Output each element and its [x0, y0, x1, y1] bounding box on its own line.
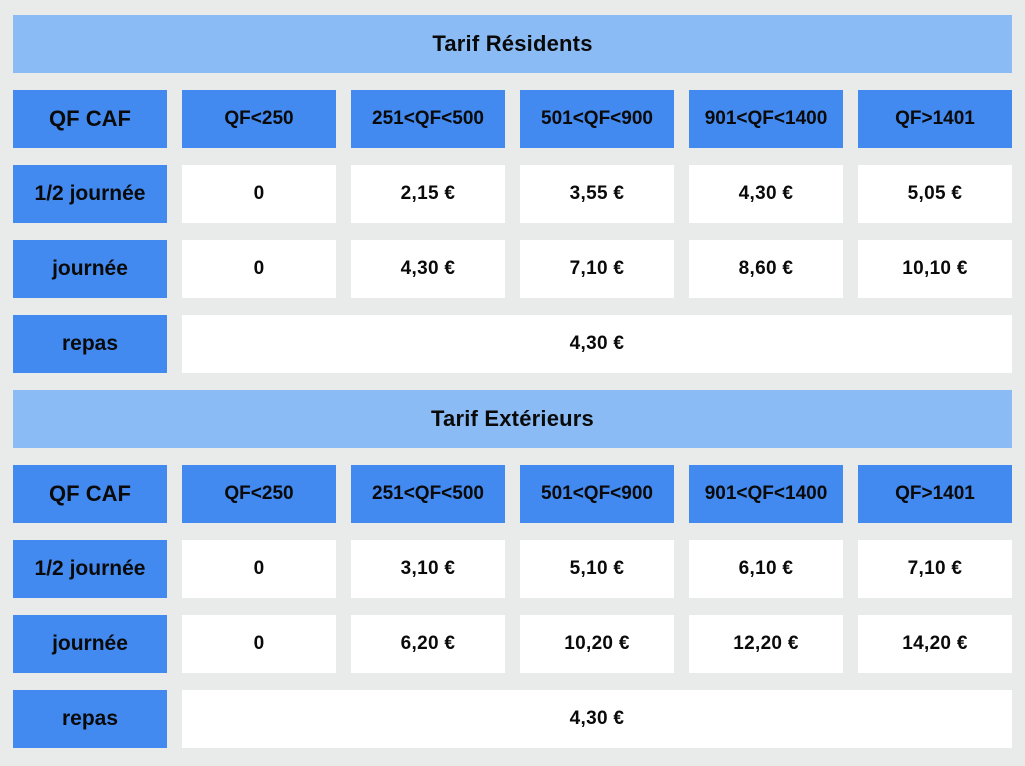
price-cell: 8,60 €: [689, 240, 843, 298]
row-label-repas: repas: [13, 690, 167, 748]
price-cell: 0: [182, 165, 336, 223]
header-qf-501-900: 501<QF<900: [520, 90, 674, 148]
header-qf-501-900: 501<QF<900: [520, 465, 674, 523]
header-qf-caf: QF CAF: [13, 90, 167, 148]
price-cell: 10,10 €: [858, 240, 1012, 298]
price-cell: 7,10 €: [520, 240, 674, 298]
header-qf-under-250: QF<250: [182, 465, 336, 523]
row-label-journee: journée: [13, 240, 167, 298]
row-label-journee: journée: [13, 615, 167, 673]
price-cell: 2,15 €: [351, 165, 505, 223]
header-qf-under-250: QF<250: [182, 90, 336, 148]
price-cell: 5,10 €: [520, 540, 674, 598]
price-cell-repas: 4,30 €: [182, 315, 1012, 373]
row-label-demi-journee: 1/2 journée: [13, 165, 167, 223]
tarif-residents-table: Tarif Résidents QF CAF QF<250 251<QF<500…: [13, 15, 1012, 373]
header-qf-caf: QF CAF: [13, 465, 167, 523]
row-label-demi-journee: 1/2 journée: [13, 540, 167, 598]
header-qf-251-500: 251<QF<500: [351, 465, 505, 523]
price-cell: 3,10 €: [351, 540, 505, 598]
header-qf-over-1401: QF>1401: [858, 90, 1012, 148]
price-cell: 12,20 €: [689, 615, 843, 673]
price-cell: 4,30 €: [351, 240, 505, 298]
price-cell: 0: [182, 240, 336, 298]
header-qf-251-500: 251<QF<500: [351, 90, 505, 148]
tarif-exterieurs-table: Tarif Extérieurs QF CAF QF<250 251<QF<50…: [13, 390, 1012, 748]
price-cell-repas: 4,30 €: [182, 690, 1012, 748]
price-cell: 6,20 €: [351, 615, 505, 673]
price-cell: 10,20 €: [520, 615, 674, 673]
table-title-exterieurs: Tarif Extérieurs: [13, 390, 1012, 448]
price-cell: 5,05 €: [858, 165, 1012, 223]
header-qf-901-1400: 901<QF<1400: [689, 465, 843, 523]
price-cell: 4,30 €: [689, 165, 843, 223]
price-cell: 6,10 €: [689, 540, 843, 598]
row-label-repas: repas: [13, 315, 167, 373]
price-cell: 3,55 €: [520, 165, 674, 223]
price-cell: 0: [182, 540, 336, 598]
price-cell: 7,10 €: [858, 540, 1012, 598]
price-cell: 0: [182, 615, 336, 673]
table-title-residents: Tarif Résidents: [13, 15, 1012, 73]
header-qf-over-1401: QF>1401: [858, 465, 1012, 523]
header-qf-901-1400: 901<QF<1400: [689, 90, 843, 148]
price-cell: 14,20 €: [858, 615, 1012, 673]
